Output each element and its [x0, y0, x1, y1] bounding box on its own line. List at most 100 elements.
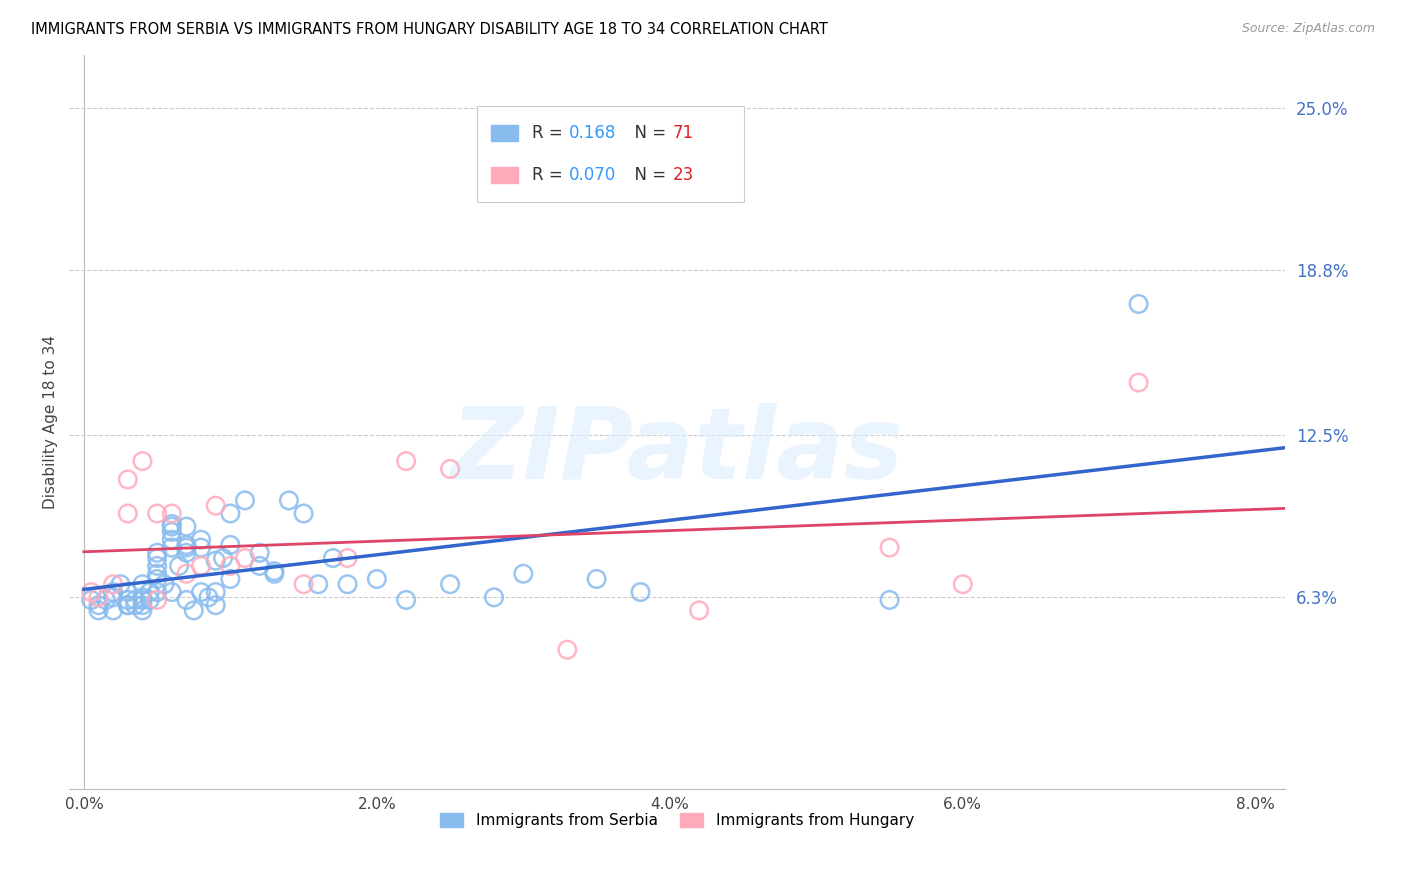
Point	[688, 603, 710, 617]
Point	[146, 507, 169, 521]
Point	[219, 558, 242, 573]
Point	[124, 593, 146, 607]
Point	[101, 577, 124, 591]
Point	[101, 591, 124, 605]
Point	[879, 593, 901, 607]
Point	[87, 591, 110, 605]
Point	[153, 577, 176, 591]
Point	[87, 598, 110, 612]
FancyBboxPatch shape	[491, 125, 517, 141]
Point	[395, 593, 418, 607]
Point	[212, 551, 235, 566]
Point	[176, 566, 198, 581]
Point	[1128, 297, 1150, 311]
Point	[146, 558, 169, 573]
Point	[117, 598, 139, 612]
Point	[219, 507, 242, 521]
Point	[176, 546, 198, 560]
Point	[160, 524, 183, 539]
Text: Source: ZipAtlas.com: Source: ZipAtlas.com	[1241, 22, 1375, 36]
Point	[879, 541, 901, 555]
Text: ZIPatlas: ZIPatlas	[450, 402, 904, 500]
Text: N =: N =	[624, 166, 671, 184]
Point	[190, 585, 212, 599]
Text: R =: R =	[533, 166, 568, 184]
Point	[190, 541, 212, 555]
Point	[131, 577, 153, 591]
Point	[160, 541, 183, 555]
Point	[292, 507, 315, 521]
Point	[204, 585, 226, 599]
Point	[176, 519, 198, 533]
Point	[131, 593, 153, 607]
Point	[336, 551, 359, 566]
Point	[139, 593, 162, 607]
Point	[131, 591, 153, 605]
FancyBboxPatch shape	[477, 106, 744, 202]
Point	[176, 538, 198, 552]
Point	[167, 558, 190, 573]
Text: 23: 23	[672, 166, 693, 184]
Point	[263, 566, 285, 581]
Point	[131, 598, 153, 612]
Point	[1128, 376, 1150, 390]
Point	[366, 572, 388, 586]
Y-axis label: Disability Age 18 to 34: Disability Age 18 to 34	[44, 334, 58, 508]
Point	[336, 577, 359, 591]
Point	[146, 593, 169, 607]
Point	[249, 546, 271, 560]
FancyBboxPatch shape	[491, 167, 517, 183]
Point	[176, 593, 198, 607]
Text: R =: R =	[533, 124, 568, 142]
Point	[292, 577, 315, 591]
Point	[555, 642, 578, 657]
Point	[131, 454, 153, 468]
Point	[139, 585, 162, 599]
Point	[160, 519, 183, 533]
Point	[160, 585, 183, 599]
Text: 0.168: 0.168	[569, 124, 616, 142]
Point	[183, 603, 205, 617]
Point	[87, 603, 110, 617]
Text: IMMIGRANTS FROM SERBIA VS IMMIGRANTS FROM HUNGARY DISABILITY AGE 18 TO 34 CORREL: IMMIGRANTS FROM SERBIA VS IMMIGRANTS FRO…	[31, 22, 828, 37]
Point	[322, 551, 344, 566]
Point	[197, 591, 219, 605]
Point	[146, 546, 169, 560]
Point	[249, 558, 271, 573]
Point	[439, 462, 461, 476]
Text: 71: 71	[672, 124, 693, 142]
Point	[101, 585, 124, 599]
Point	[190, 533, 212, 547]
Point	[219, 538, 242, 552]
Point	[146, 551, 169, 566]
Point	[160, 516, 183, 531]
Text: N =: N =	[624, 124, 671, 142]
Point	[278, 493, 301, 508]
Point	[219, 572, 242, 586]
Point	[190, 558, 212, 573]
Point	[630, 585, 652, 599]
Point	[204, 554, 226, 568]
Point	[439, 577, 461, 591]
Point	[146, 585, 169, 599]
Point	[146, 572, 169, 586]
Point	[233, 493, 256, 508]
Text: 0.070: 0.070	[569, 166, 616, 184]
Point	[233, 551, 256, 566]
Point	[585, 572, 607, 586]
Point	[160, 507, 183, 521]
Point	[117, 473, 139, 487]
Point	[176, 541, 198, 555]
Point	[131, 603, 153, 617]
Point	[204, 598, 226, 612]
Point	[110, 577, 132, 591]
Point	[117, 507, 139, 521]
Point	[117, 585, 139, 599]
Point	[482, 591, 505, 605]
Point	[146, 566, 169, 581]
Point	[80, 593, 103, 607]
Point	[512, 566, 534, 581]
Point	[160, 533, 183, 547]
Point	[94, 593, 117, 607]
Point	[124, 598, 146, 612]
